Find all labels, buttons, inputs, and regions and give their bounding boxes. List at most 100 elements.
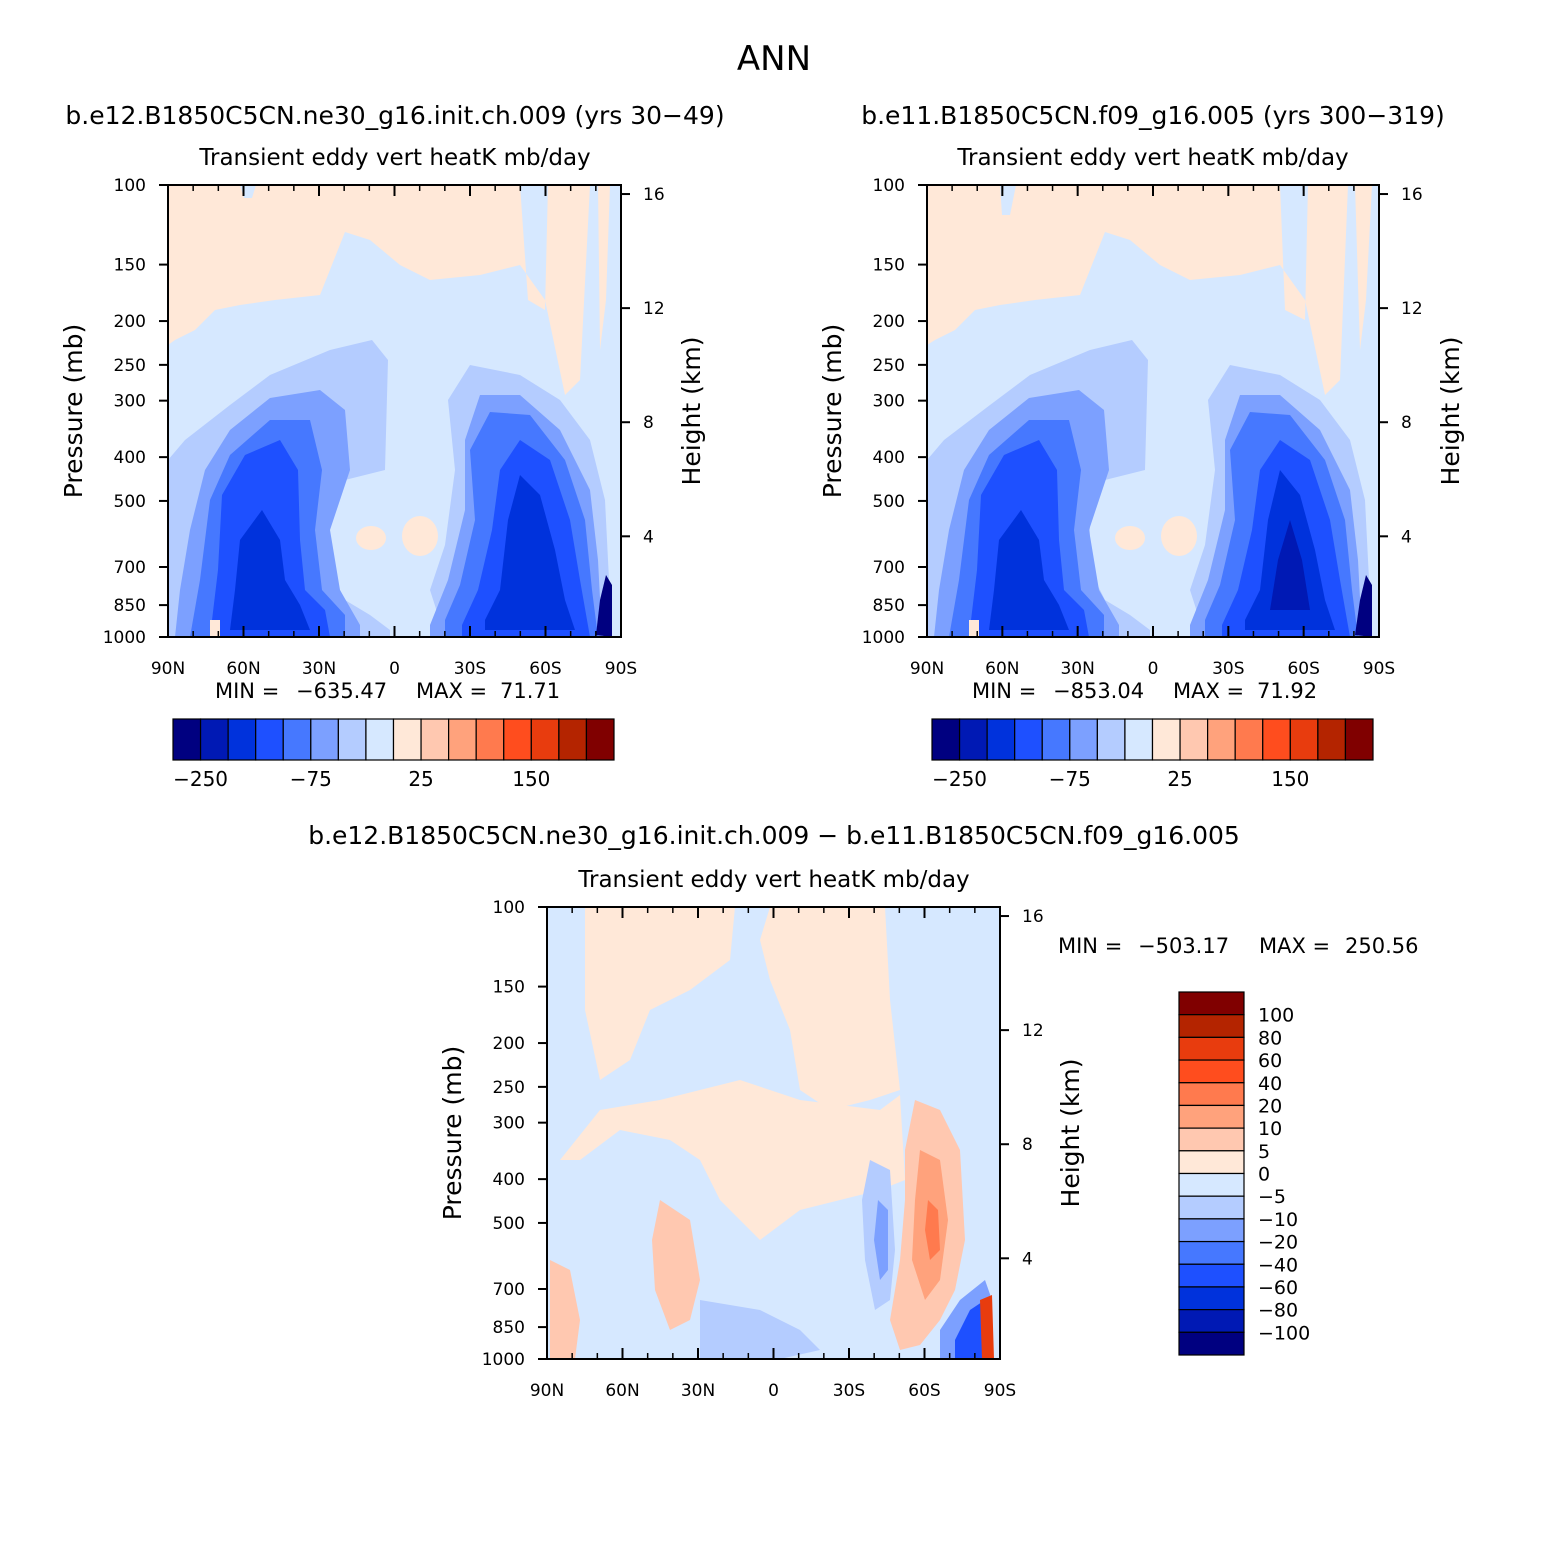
case-title: b.e12.B1850C5CN.ne30_g16.init.ch.009 − b… [308, 821, 1240, 850]
colorbar-swatch [558, 718, 588, 761]
plot-title: Transient eddy vert heatK mb/day [577, 867, 969, 893]
x-tick-label: 0 [768, 1381, 779, 1401]
x-tick-label: 90S [1363, 659, 1395, 679]
y-tick-label: 500 [493, 1214, 525, 1234]
stats-readout: MIN = −503.17 MAX = 250.56 [1058, 934, 1418, 958]
colorbar-label: −100 [1258, 1322, 1310, 1344]
axis-ticks: 90N 60N 30N 0 30S 60S 90S 100 150 200 250 300 400 500… [482, 898, 1044, 1401]
colorbar-label: 5 [1258, 1141, 1270, 1163]
colorbar-swatch [310, 718, 339, 761]
colorbar-swatch [1178, 1172, 1245, 1197]
colorbar-label: 20 [1258, 1095, 1282, 1117]
contour-fill-negative-sh-jet-core [874, 1200, 888, 1280]
contour-fill-positive-cell [356, 526, 386, 550]
colorbar-swatch [1124, 718, 1154, 761]
colorbar-swatch [1179, 718, 1209, 761]
x-tick-label: 60N [226, 659, 260, 679]
y-axis-label: Pressure (mb) [438, 1046, 467, 1220]
x-tick-label: 30S [833, 1381, 865, 1401]
colorbar-swatch [365, 718, 395, 761]
colorbar-swatch [227, 718, 257, 761]
x-tick-label: 60S [529, 659, 561, 679]
y-tick-label: 700 [114, 558, 146, 578]
colorbar-swatch [931, 718, 961, 761]
colorbar-swatch [585, 718, 615, 761]
stats-readout: MIN = −635.47 MAX = 71.71 [215, 679, 560, 703]
colorbar-label: −250 [173, 767, 228, 791]
y-tick-label: 1000 [103, 628, 146, 648]
colorbar-swatch [1014, 718, 1043, 761]
y-tick-label: 100 [873, 176, 905, 196]
colorbar-swatch [1178, 1104, 1245, 1129]
colorbar-label: 0 [1258, 1164, 1270, 1186]
colorbar-label: −40 [1258, 1254, 1298, 1276]
colorbar-swatch [1317, 718, 1347, 761]
colorbar-swatch [1344, 718, 1374, 761]
y2-tick-label: 4 [1401, 527, 1412, 547]
colorbar-label: −250 [932, 767, 987, 791]
colorbar-label: 25 [408, 767, 433, 791]
y-tick-label: 500 [873, 492, 905, 512]
y2-tick-label: 4 [643, 527, 654, 547]
panel-left: b.e12.B1850C5CN.ne30_g16.init.ch.009 (yr… [59, 101, 725, 791]
y2-tick-label: 8 [1401, 413, 1412, 433]
min-label: MIN = [972, 679, 1036, 703]
y-tick-label: 700 [873, 558, 905, 578]
contour-fill-positive-cell [402, 516, 438, 556]
y2-tick-label: 4 [1022, 1249, 1033, 1269]
colorbar-swatch [503, 718, 532, 761]
y-tick-label: 700 [493, 1280, 525, 1300]
colorbar-label: 60 [1258, 1050, 1282, 1072]
contour-field [927, 185, 1379, 637]
y-tick-label: 250 [493, 1078, 525, 1098]
colorbar-swatch [958, 718, 988, 761]
x-tick-label: 0 [389, 659, 400, 679]
case-title: b.e11.B1850C5CN.f09_g16.005 (yrs 300−319… [861, 101, 1445, 130]
x-tick-label: 30N [681, 1381, 715, 1401]
x-tick-label: 60N [985, 659, 1019, 679]
min-value: −635.47 [296, 679, 387, 703]
min-label: MIN = [215, 679, 279, 703]
colorbar-swatch [1178, 1331, 1245, 1356]
x-tick-label: 60S [1287, 659, 1319, 679]
x-tick-label: 30N [1060, 659, 1094, 679]
x-tick-label: 30S [454, 659, 486, 679]
colorbar-swatch [282, 718, 312, 761]
contour-fill-positive-cell [1161, 516, 1197, 556]
colorbar-swatch [1234, 718, 1264, 761]
colorbar-swatch [1178, 991, 1245, 1016]
y-tick-label: 500 [114, 492, 146, 512]
y-tick-label: 150 [114, 256, 146, 276]
y2-tick-label: 16 [643, 185, 665, 205]
contour-fill-positive-nh-midlat [652, 1200, 700, 1330]
colorbar-swatch [1178, 1240, 1245, 1265]
colorbar-label: 10 [1258, 1118, 1282, 1140]
y-tick-label: 400 [114, 448, 146, 468]
colorbar-label: −10 [1258, 1209, 1298, 1231]
colorbar-swatch [420, 718, 450, 761]
colorbar-swatch [1178, 1127, 1245, 1152]
colorbar-swatch [1096, 718, 1126, 761]
colorbar-label: 100 [1258, 1005, 1294, 1027]
y-tick-label: 400 [493, 1170, 525, 1190]
contour-fill-positive-edge [1355, 185, 1372, 350]
y-tick-label: 1000 [482, 1350, 525, 1370]
axis-ticks: 90N 60N 30N 0 30S 60S 90S 100 150 200 250 300 400 500… [103, 176, 665, 679]
colorbar-swatch [1178, 1309, 1245, 1333]
min-label: MIN = [1058, 934, 1122, 958]
contour-fill-positive-surface [210, 620, 220, 637]
colorbar-label: 150 [1271, 767, 1309, 791]
colorbar-label: 150 [512, 767, 550, 791]
contour-fill-positive-upper-nh [585, 907, 735, 1080]
x-tick-label: 30N [302, 659, 336, 679]
plot-title: Transient eddy vert heatK mb/day [198, 145, 590, 171]
y-tick-label: 300 [114, 392, 146, 412]
y2-tick-label: 8 [643, 413, 654, 433]
max-value: 250.56 [1345, 934, 1418, 958]
x-tick-label: 30S [1212, 659, 1244, 679]
contour-fill-level-minus150-nh [230, 510, 310, 630]
y2-tick-label: 12 [1022, 1021, 1044, 1041]
y-tick-label: 100 [493, 898, 525, 918]
contour-fill-level-minus150-sh [485, 475, 575, 630]
